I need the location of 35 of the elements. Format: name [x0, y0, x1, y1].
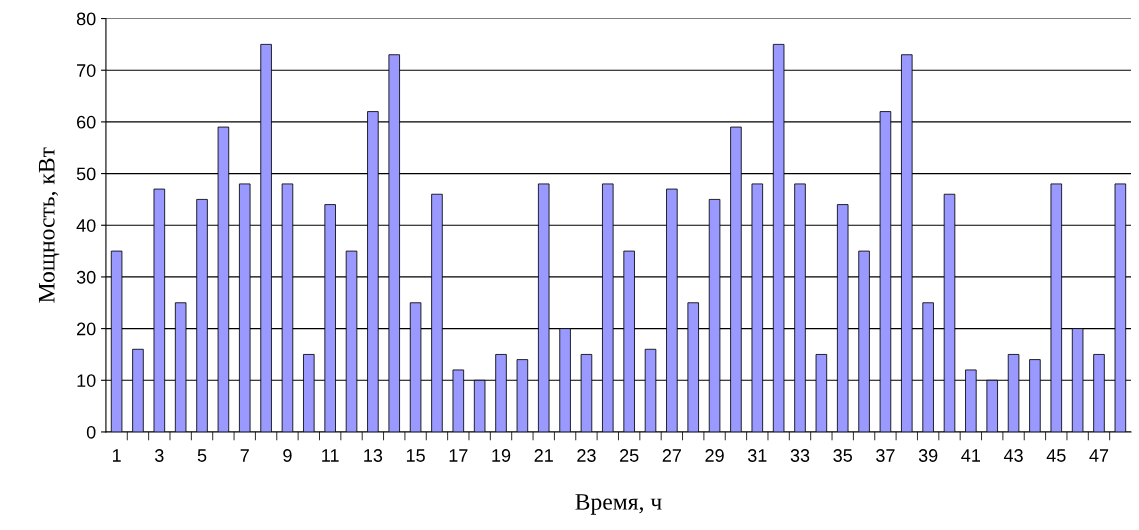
x-tick-label: 5 — [197, 449, 207, 462]
x-tick-label: 27 — [662, 449, 681, 462]
x-tick-label: 35 — [833, 449, 852, 462]
x-tick-label: 17 — [449, 449, 468, 462]
x-tick-label: 7 — [240, 449, 249, 462]
x-tick-label: 43 — [1003, 449, 1023, 462]
x-tick-label: 1 — [112, 449, 121, 462]
y-tick-label: 0 — [86, 425, 96, 439]
y-tick-label: 50 — [76, 167, 96, 181]
y-tick-label: 10 — [77, 374, 96, 387]
x-tick-label: 9 — [283, 449, 292, 462]
x-tick-label: 33 — [790, 449, 810, 462]
x-axis-title: Время, ч — [575, 494, 662, 515]
x-tick-label: 37 — [876, 449, 895, 462]
x-tick-label: 19 — [492, 449, 511, 462]
x-tick-label: 15 — [406, 449, 425, 462]
x-tick-label: 3 — [154, 449, 164, 462]
x-tick-label: 11 — [322, 449, 339, 462]
x-tick-label: 31 — [747, 449, 767, 462]
x-tick-label: 41 — [961, 449, 981, 462]
x-tick-label: 23 — [577, 449, 596, 462]
y-tick-label: 30 — [76, 270, 96, 284]
x-tick-label: 21 — [534, 449, 553, 462]
y-tick-label: 80 — [76, 12, 96, 26]
y-axis-title: Мощность, кВт — [38, 147, 60, 303]
y-tick-label: 70 — [77, 64, 96, 77]
x-tick-label: 39 — [918, 449, 938, 462]
x-tick-label: 45 — [1046, 449, 1066, 462]
x-tick-label: 25 — [620, 449, 639, 462]
x-tick-label: 47 — [1089, 449, 1109, 462]
y-tick-label: 20 — [77, 322, 96, 336]
x-tick-label: 29 — [705, 449, 724, 462]
x-tick-label: 13 — [364, 449, 383, 462]
y-tick-label: 60 — [77, 115, 96, 129]
y-tick-label: 40 — [76, 219, 96, 232]
